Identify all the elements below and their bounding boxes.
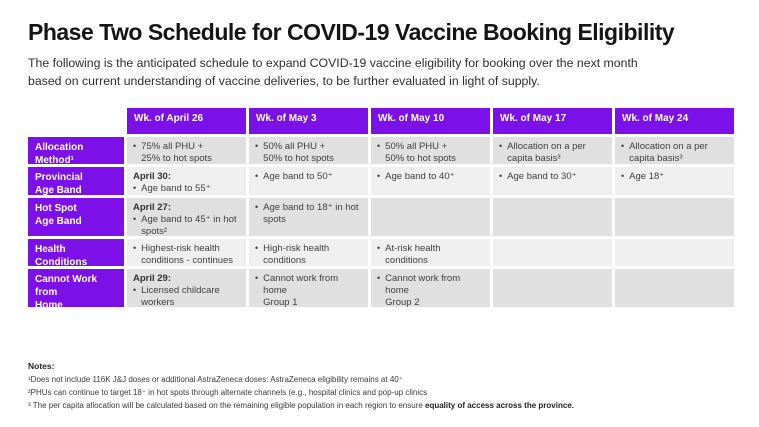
table-cell: Allocation on a per capita basis³ — [615, 137, 734, 165]
note-3-bold: equality of access across the province. — [425, 401, 574, 411]
bullet-item: Age band to 18⁺ in hot spots — [255, 202, 363, 226]
note-1: ¹Does not include 116K J&J doses or addi… — [28, 374, 735, 387]
bullet-item: 50% all PHU + 50% to hot spots — [377, 141, 485, 165]
bullet-item: 75% all PHU + 25% to hot spots — [133, 141, 241, 165]
cell-date: April 27: — [133, 202, 172, 214]
table-cell: High-risk health conditions — [249, 239, 368, 267]
bullet-item: Age band to 30⁺ — [499, 171, 607, 183]
bullet-item: Age band to 40⁺ — [377, 171, 485, 183]
table-cell — [493, 269, 612, 308]
bullet-item: Allocation on a per capita basis³ — [621, 141, 729, 165]
schedule-table: Wk. of April 26 Wk. of May 3 Wk. of May … — [28, 108, 734, 311]
table-cell: Age band to 50⁺ — [249, 167, 368, 196]
bullet-item: Age band to 50⁺ — [255, 171, 363, 183]
bullet-item: High-risk health conditions — [255, 243, 363, 267]
column-header-week4: Wk. of May 17 — [493, 108, 612, 135]
table-cell: Highest-risk health conditions - continu… — [127, 239, 246, 267]
bullet-item: Highest-risk health conditions - continu… — [133, 243, 241, 267]
table-cell: At-risk health conditions — [371, 239, 490, 267]
table-cell: 50% all PHU + 50% to hot spots — [371, 137, 490, 165]
note-2: ²PHUs can continue to target 18⁺ in hot … — [28, 387, 735, 400]
table-cell: Age band to 30⁺ — [493, 167, 612, 196]
row-header-health-conditions: Health Conditions — [28, 239, 124, 268]
row-header-provincial-age-band: Provincial Age Band — [28, 167, 124, 196]
row-header-allocation-method: Allocation Method¹ — [28, 137, 124, 166]
bullet-item: Age band to 45⁺ in hot spots² — [133, 214, 241, 238]
table-cell — [493, 198, 612, 237]
bullet-item: At-risk health conditions — [377, 243, 485, 267]
page-title: Phase Two Schedule for COVID-19 Vaccine … — [28, 19, 675, 45]
table-cell: April 29: Licensed childcare workers — [127, 269, 246, 309]
column-header-week1: Wk. of April 26 — [127, 108, 246, 135]
row-header-cannot-work-from-home: Cannot Work from Home — [28, 269, 124, 311]
column-header-week5: Wk. of May 24 — [615, 108, 734, 135]
table-cell: April 27: Age band to 45⁺ in hot spots² — [127, 198, 246, 238]
bullet-item: Age 18⁺ — [621, 171, 729, 183]
note-3-text: ³ The per capita allocation will be calc… — [28, 401, 425, 411]
note-3: ³ The per capita allocation will be calc… — [28, 400, 735, 413]
notes-section: Notes: ¹Does not include 116K J&J doses … — [28, 361, 735, 413]
table-cell: Cannot work from home Group 2 — [371, 269, 490, 309]
table-cell: Allocation on a per capita basis³ — [493, 137, 612, 165]
table-cell: April 30: Age band to 55⁺ — [127, 167, 246, 196]
note-2-text: ²PHUs can continue to target 18⁺ in hot … — [28, 388, 428, 398]
table-cell — [371, 198, 490, 237]
table-corner — [28, 108, 124, 134]
column-header-week2: Wk. of May 3 — [249, 108, 368, 135]
bullet-item: Allocation on a per capita basis³ — [499, 141, 607, 165]
table-cell: Cannot work from home Group 1 — [249, 269, 368, 309]
table-cell: Age band to 18⁺ in hot spots — [249, 198, 368, 237]
table-cell — [493, 239, 612, 267]
page-subtitle: The following is the anticipated schedul… — [28, 55, 638, 88]
table-cell: 50% all PHU + 50% to hot spots — [249, 137, 368, 165]
bullet-item: Cannot work from home Group 2 — [377, 273, 485, 309]
cell-date: April 29: — [133, 273, 172, 285]
row-header-hot-spot-age-band: Hot Spot Age Band — [28, 198, 124, 237]
slide: Phase Two Schedule for COVID-19 Vaccine … — [0, 0, 759, 413]
table-cell: Age 18⁺ — [615, 167, 734, 196]
note-1-text: ¹Does not include 116K J&J doses or addi… — [28, 375, 403, 385]
table-cell — [615, 239, 734, 267]
notes-heading: Notes: — [28, 361, 55, 372]
table-cell: Age band to 40⁺ — [371, 167, 490, 196]
bullet-item: Cannot work from home Group 1 — [255, 273, 363, 309]
bullet-item: Licensed childcare workers — [133, 285, 241, 309]
table-cell — [615, 269, 734, 308]
bullet-item: 50% all PHU + 50% to hot spots — [255, 141, 363, 165]
table-cell — [615, 198, 734, 237]
column-header-week3: Wk. of May 10 — [371, 108, 490, 135]
bullet-item: Age band to 55⁺ — [133, 183, 241, 195]
table-cell: 75% all PHU + 25% to hot spots — [127, 137, 246, 165]
cell-date: April 30: — [133, 171, 172, 183]
